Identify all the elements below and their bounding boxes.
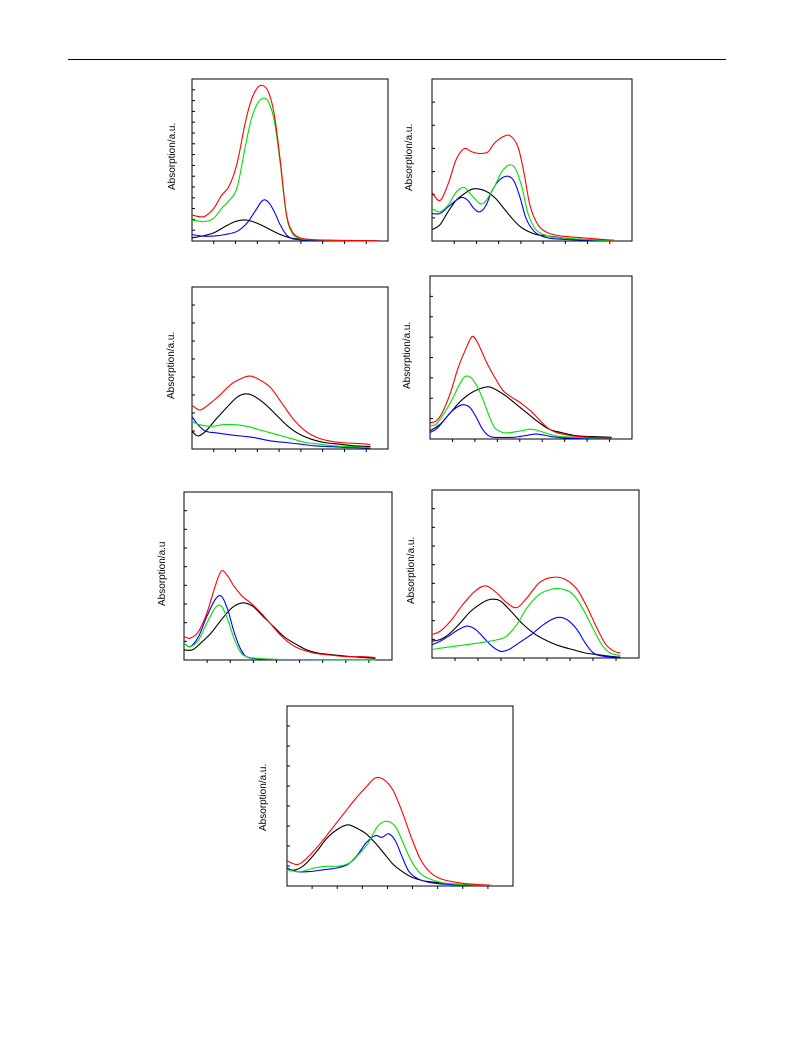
series-line-0 bbox=[286, 776, 491, 886]
series-line-0 bbox=[183, 570, 376, 659]
series-line-1 bbox=[429, 375, 612, 439]
series-line-1 bbox=[431, 164, 615, 242]
series-line-1 bbox=[191, 420, 371, 449]
plot-frame bbox=[286, 705, 514, 887]
series-line-0 bbox=[191, 84, 379, 242]
series-line-3 bbox=[191, 393, 371, 448]
plot-frame bbox=[431, 78, 633, 242]
series-line-3 bbox=[431, 598, 621, 658]
series-line-1 bbox=[183, 604, 376, 661]
page-header-rule bbox=[68, 59, 726, 60]
plot-frame bbox=[191, 78, 389, 242]
series-line-1 bbox=[286, 820, 491, 887]
series-line-2 bbox=[431, 616, 621, 658]
series-line-3 bbox=[286, 824, 491, 887]
plot-frame bbox=[431, 489, 640, 659]
series-line-0 bbox=[431, 134, 615, 241]
series-line-0 bbox=[191, 375, 371, 446]
series-line-1 bbox=[431, 587, 621, 657]
series-line-3 bbox=[429, 386, 612, 438]
series-line-2 bbox=[286, 833, 491, 887]
series-line-2 bbox=[429, 404, 612, 440]
series-line-0 bbox=[429, 335, 612, 439]
plot-frame bbox=[191, 286, 389, 450]
series-line-2 bbox=[431, 175, 615, 242]
series-line-0 bbox=[431, 576, 621, 654]
series-line-2 bbox=[191, 416, 371, 449]
